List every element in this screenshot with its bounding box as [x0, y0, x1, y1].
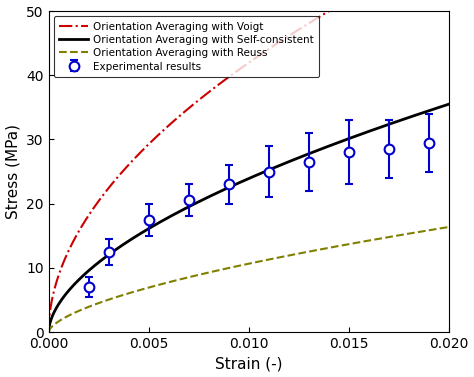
Orientation Averaging with Reuss: [358, 240, 364, 244]
Orientation Averaging with Reuss: [208, 270, 213, 274]
Legend: Orientation Averaging with Voigt, Orientation Averaging with Self-consistent, Or: Orientation Averaging with Voigt, Orient…: [54, 16, 319, 77]
Orientation Averaging with Reuss: [87, 304, 92, 309]
Orientation Averaging with Self-consistent: [87, 268, 92, 272]
Line: Orientation Averaging with Self-consistent: Orientation Averaging with Self-consiste…: [49, 104, 449, 332]
Orientation Averaging with Voigt: [87, 212, 92, 216]
Orientation Averaging with Self-consistent: [358, 132, 364, 136]
Line: Orientation Averaging with Reuss: Orientation Averaging with Reuss: [49, 227, 449, 332]
Orientation Averaging with Self-consistent: [365, 129, 371, 134]
Orientation Averaging with Voigt: [222, 78, 228, 82]
Orientation Averaging with Reuss: [222, 267, 228, 271]
Line: Orientation Averaging with Voigt: Orientation Averaging with Voigt: [49, 0, 449, 332]
Orientation Averaging with Self-consistent: [446, 102, 452, 106]
Orientation Averaging with Self-consistent: [208, 194, 213, 198]
Orientation Averaging with Reuss: [320, 247, 326, 251]
Y-axis label: Stress (MPa): Stress (MPa): [6, 124, 20, 219]
Orientation Averaging with Reuss: [46, 330, 52, 334]
Orientation Averaging with Reuss: [446, 225, 452, 229]
Orientation Averaging with Self-consistent: [46, 330, 52, 334]
Orientation Averaging with Reuss: [365, 239, 371, 243]
Orientation Averaging with Voigt: [320, 12, 326, 17]
Orientation Averaging with Self-consistent: [222, 187, 228, 192]
Orientation Averaging with Voigt: [46, 330, 52, 334]
Orientation Averaging with Voigt: [208, 89, 213, 93]
X-axis label: Strain (-): Strain (-): [215, 356, 283, 371]
Orientation Averaging with Self-consistent: [320, 146, 326, 150]
